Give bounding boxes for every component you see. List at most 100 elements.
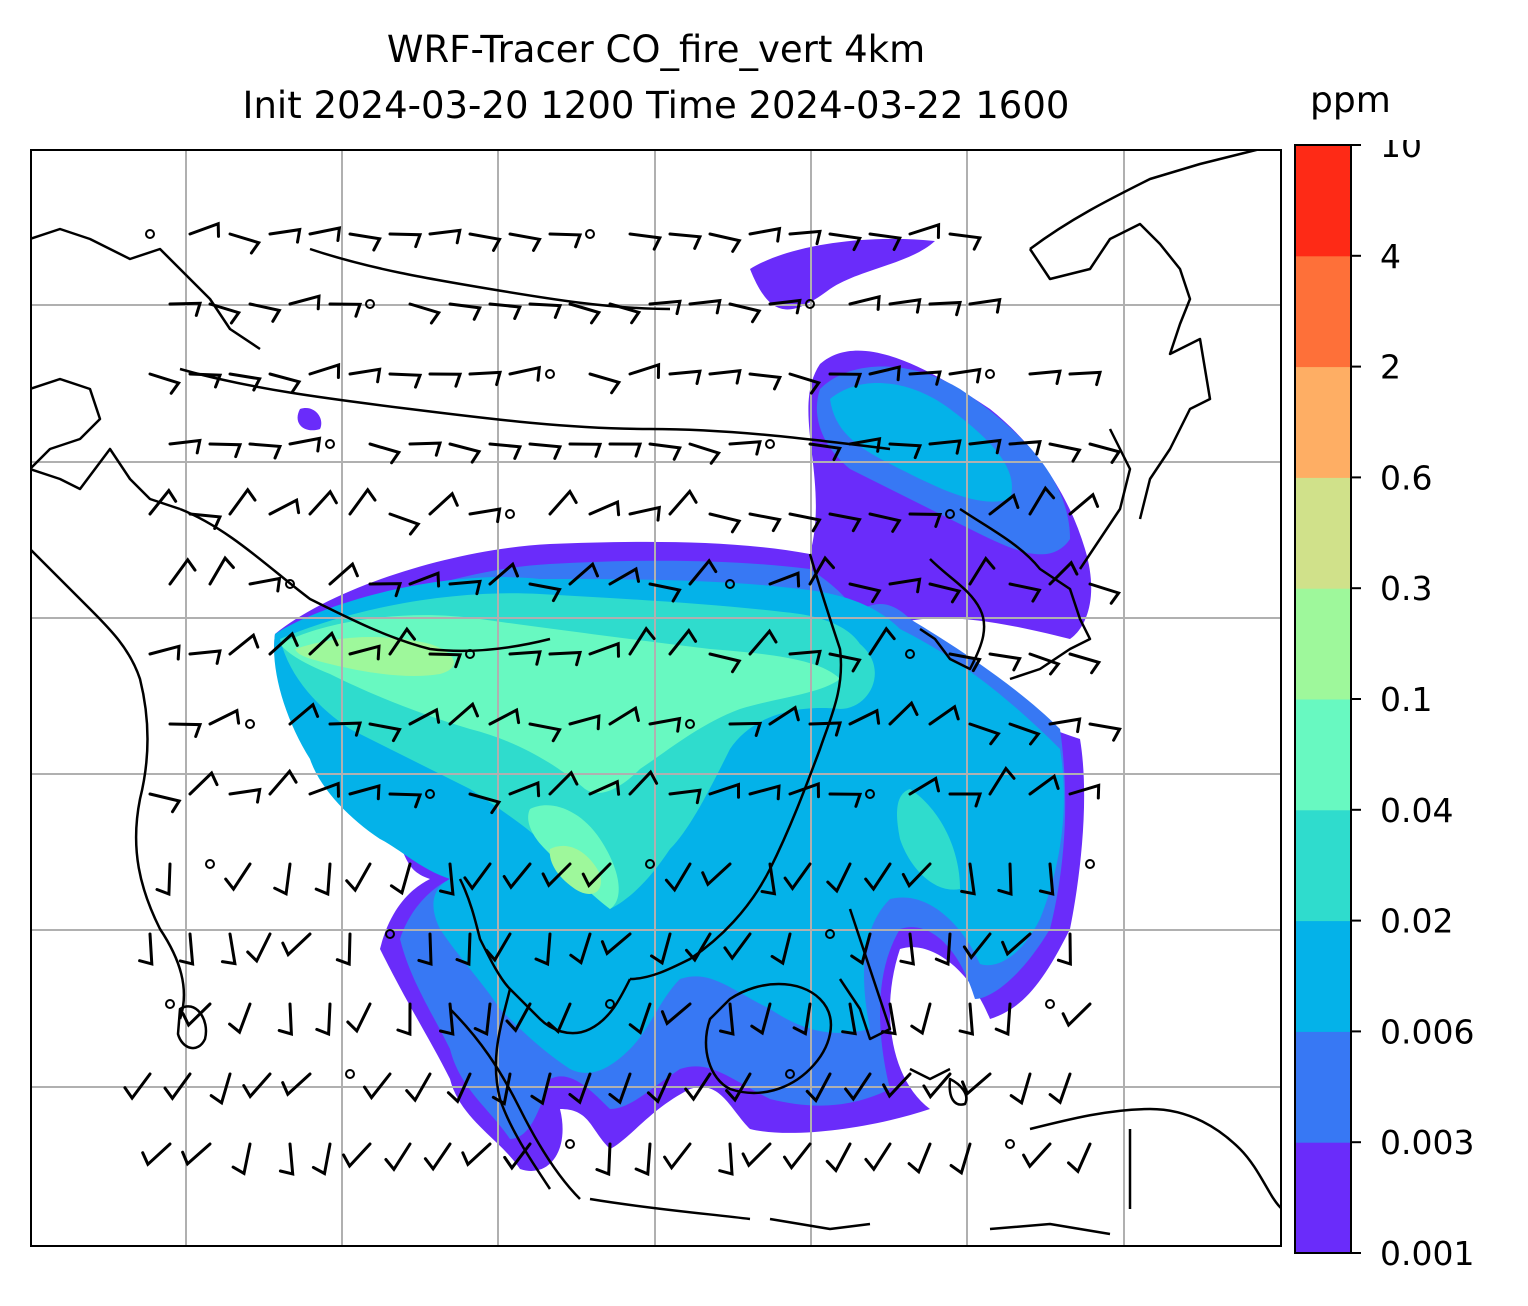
wind-barb [668, 232, 703, 250]
wind-barb [788, 649, 822, 666]
wind-barb [948, 367, 982, 384]
wind-barb [828, 512, 862, 533]
wind-barb [1008, 722, 1041, 746]
wind-barb-calm [585, 229, 595, 239]
colorbar-band [1295, 255, 1351, 368]
wind-barb [648, 442, 682, 461]
wind-barb [908, 512, 943, 528]
wind-barb [138, 932, 154, 966]
wind-barb [455, 932, 472, 967]
wind-barb [828, 232, 862, 252]
wind-barb [788, 781, 820, 799]
wind-barb [960, 862, 976, 896]
wind-barb [228, 787, 262, 804]
colorbar-band [1295, 477, 1351, 589]
wind-barb [168, 438, 202, 455]
colorbar: 0.001 0.003 0.006 0.02 0.04 0.1 0.3 0.6 2 4 10 [1294, 140, 1474, 1273]
wind-barb-calm [565, 1139, 575, 1149]
wind-barb [648, 299, 682, 316]
wind-barb [363, 1072, 392, 1101]
wind-barb [491, 1072, 512, 1106]
wind-barb [608, 442, 643, 458]
wind-barb [348, 487, 377, 516]
wind-barb [1028, 773, 1060, 796]
wind-barb [808, 555, 835, 586]
wind-barb [962, 932, 992, 961]
wind-barb-calm [785, 1069, 795, 1079]
wind-barb [277, 1002, 293, 1037]
wind-barb [848, 294, 881, 311]
wind-barb [1048, 1072, 1072, 1105]
wind-barb [826, 862, 852, 894]
wind-barb [728, 302, 762, 324]
wind-barb [448, 579, 482, 596]
wind-barb [268, 631, 299, 656]
colorbar-band [1295, 1031, 1351, 1143]
wind-barb [268, 227, 302, 244]
wind-barb [1048, 442, 1082, 463]
colorbar-band [1295, 588, 1351, 700]
coastline-segment [1029, 1107, 1282, 1210]
wind-barb [628, 505, 662, 522]
wind-barb [961, 1072, 992, 1097]
colorbar-tick-label: 0.1 [1380, 680, 1432, 719]
wind-barb [530, 1072, 552, 1106]
wind-barb [997, 862, 1013, 897]
wind-barb [768, 571, 801, 588]
wind-barb [448, 302, 482, 321]
wind-barb [608, 705, 640, 726]
wind-barb [628, 626, 656, 656]
colorbar-tick-label: 2 [1380, 348, 1401, 387]
wind-barb [864, 862, 892, 892]
wind-barb [348, 784, 381, 801]
wind-barb [948, 652, 982, 673]
wind-barb [1009, 1072, 1032, 1106]
wind-barb [792, 1002, 812, 1036]
wind-barb-calm [545, 369, 555, 379]
wind-barb [588, 372, 622, 395]
wind-barb [368, 722, 402, 743]
wind-barb [503, 1142, 532, 1171]
wind-barb [768, 298, 802, 315]
colorbar-unit: ppm [1310, 80, 1391, 121]
wind-barb [668, 788, 702, 805]
wind-barb [888, 442, 923, 460]
wind-barb [783, 862, 812, 891]
wind-barb [1028, 652, 1061, 676]
wind-barb [968, 722, 1001, 746]
wind-barb [428, 372, 463, 388]
wind-barb [268, 497, 301, 516]
wind-barb [1028, 369, 1062, 385]
colorbar-tick-label: 0.003 [1380, 1123, 1474, 1162]
wind-barb [548, 488, 578, 516]
colorbar-tick-label: 0.3 [1380, 569, 1432, 608]
wind-barb [1068, 783, 1101, 800]
wind-barb-calm [825, 929, 835, 939]
wind-barb [748, 226, 782, 243]
wind-barb [168, 301, 203, 317]
colorbar-tick-label: 4 [1380, 237, 1401, 276]
co-plume-layer [274, 238, 1092, 1171]
coastline-segment [179, 507, 551, 653]
wind-barb [864, 1142, 892, 1172]
wind-barb [688, 298, 722, 315]
wind-barb [1088, 722, 1122, 742]
wind-barb [881, 1002, 897, 1036]
colorbar-bands [1295, 145, 1351, 1254]
colorbar-tick-label: 10 [1380, 140, 1422, 165]
wind-barb [628, 769, 659, 796]
coastline-segment [909, 1067, 951, 1081]
wind-barb [468, 370, 503, 387]
wind-barb [389, 862, 412, 896]
wind-barb [848, 708, 881, 726]
wind-barb [928, 704, 960, 726]
wind-barb [688, 442, 722, 465]
wind-barb-calm [425, 789, 435, 799]
wind-barb [388, 626, 416, 656]
wind-barb [446, 1072, 472, 1104]
wind-barb-calm [945, 509, 955, 519]
wind-barb-calm [505, 509, 515, 519]
wind-barb-calm [1005, 1139, 1015, 1149]
wind-barb [718, 1142, 734, 1176]
wind-barb [288, 294, 321, 311]
